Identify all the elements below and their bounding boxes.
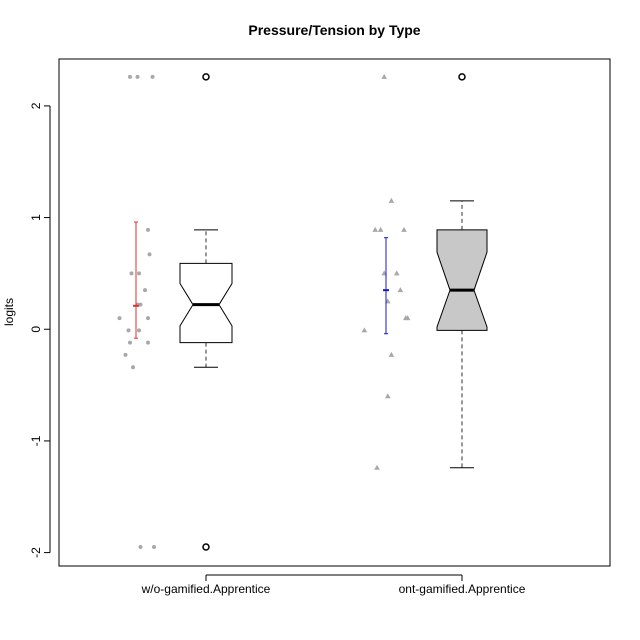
data-point: [126, 328, 131, 333]
data-point: [152, 545, 156, 550]
y-tick-label: -2: [29, 547, 43, 558]
data-point: [397, 287, 404, 293]
data-point: [385, 393, 391, 399]
data-point: [377, 226, 384, 232]
data-point: [147, 252, 152, 257]
data-point: [388, 197, 395, 203]
data-point: [123, 352, 128, 357]
outlier-point: [202, 73, 210, 81]
data-point: [146, 340, 150, 345]
data-point: [137, 328, 141, 333]
outlier-point: [202, 543, 210, 551]
data-point: [128, 74, 132, 79]
data-point: [404, 315, 411, 321]
data-point: [361, 327, 368, 333]
data-point: [131, 365, 135, 370]
chart-title: Pressure/Tension by Type: [248, 22, 420, 38]
outlier-point: [458, 73, 466, 81]
data-point: [138, 545, 143, 550]
data-point: [372, 226, 378, 232]
y-tick-label: 1: [29, 214, 43, 221]
data-point: [394, 270, 400, 276]
data-point: [138, 302, 143, 307]
data-point: [128, 340, 132, 345]
data-point: [381, 73, 387, 79]
data-point: [388, 351, 395, 357]
data-point: [150, 74, 155, 79]
data-point: [401, 226, 407, 232]
data-point: [143, 288, 147, 293]
y-tick-label: -1: [29, 435, 43, 446]
data-point: [146, 227, 150, 232]
data-point: [135, 74, 140, 79]
data-point: [129, 271, 134, 276]
plot-frame: [58, 58, 611, 567]
y-axis-label: logits: [2, 298, 16, 326]
y-tick-label: 2: [29, 102, 43, 109]
y-tick-label: 0: [29, 326, 43, 333]
notched-box: [179, 262, 233, 344]
data-point: [117, 316, 122, 321]
data-point: [374, 464, 380, 470]
notched-box: [436, 229, 488, 331]
category-label-wo-gamified: w/o-gamified.Apprentice: [141, 582, 271, 596]
data-point: [137, 271, 141, 276]
data-point: [146, 316, 150, 321]
category-label-ont-gamified: ont-gamified.Apprentice: [399, 582, 526, 596]
plot-area: -2 -1 0 1 2: [29, 58, 611, 581]
